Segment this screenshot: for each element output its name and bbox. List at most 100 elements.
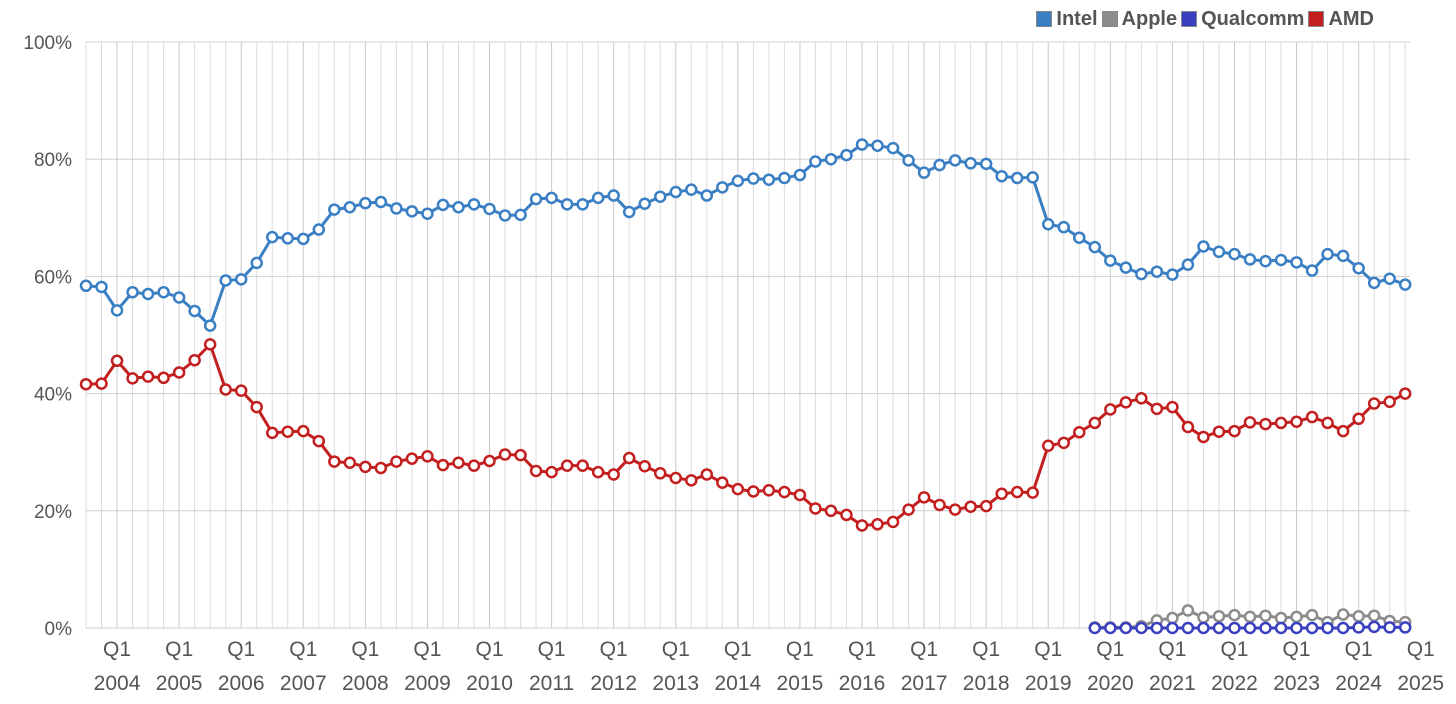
data-point-amd [607, 468, 620, 481]
data-point-intel [902, 154, 915, 167]
data-point-amd [250, 400, 263, 414]
data-point-intel [731, 174, 745, 188]
data-point-intel [529, 192, 543, 206]
x-tick-quarter-label: Q1 [1096, 638, 1124, 661]
data-point-intel [514, 208, 527, 222]
x-tick-quarter-label: Q1 [1158, 638, 1186, 661]
data-point-intel [312, 223, 326, 236]
data-point-amd [172, 366, 186, 379]
data-point-amd [685, 474, 698, 487]
series-intel [79, 138, 1412, 332]
data-point-amd [483, 454, 496, 468]
data-point-amd [390, 455, 403, 468]
data-point-intel [1305, 264, 1319, 277]
data-point-intel [219, 274, 232, 287]
legend-item-qualcomm: Qualcomm [1181, 8, 1304, 31]
data-point-amd [343, 456, 357, 469]
data-point-amd [421, 450, 434, 463]
x-tick-year-label: 2017 [901, 672, 948, 695]
data-point-qualcomm [1367, 620, 1381, 634]
data-point-intel [343, 201, 357, 214]
data-point-intel [1212, 245, 1226, 259]
data-point-apple [1274, 611, 1288, 625]
legend: Intel Apple Qualcomm AMD [1036, 6, 1374, 32]
data-point-amd [902, 503, 915, 516]
data-point-qualcomm [1166, 621, 1179, 635]
data-point-intel [188, 304, 201, 318]
x-tick-quarter-label: Q1 [1034, 638, 1062, 661]
data-point-amd [653, 467, 667, 480]
data-point-amd [855, 519, 869, 532]
data-point-intel [1057, 220, 1071, 234]
x-tick-year-label: 2013 [652, 672, 699, 695]
x-tick-year-label: 2014 [714, 672, 761, 695]
data-point-intel [1010, 171, 1024, 185]
x-tick-year-label: 2025 [1397, 672, 1444, 695]
data-point-amd [840, 508, 853, 522]
data-point-amd [809, 502, 822, 515]
data-point-intel [747, 172, 760, 185]
data-point-amd [203, 338, 217, 351]
data-point-amd [716, 476, 729, 489]
x-tick-quarter-label: Q1 [600, 638, 628, 661]
x-tick-year-label: 2022 [1211, 672, 1258, 695]
data-point-intel [778, 171, 791, 185]
data-point-intel [265, 230, 279, 244]
data-point-amd [979, 499, 993, 513]
data-point-amd [1166, 400, 1179, 414]
data-point-amd [995, 487, 1008, 501]
legend-item-amd: AMD [1308, 8, 1374, 31]
data-point-amd [188, 353, 201, 367]
data-point-apple [1336, 608, 1350, 621]
data-point-intel [979, 157, 993, 171]
data-point-qualcomm [1197, 621, 1210, 635]
data-point-intel [1166, 268, 1179, 281]
x-tick-year-label: 2011 [529, 672, 574, 695]
legend-label: Qualcomm [1201, 7, 1305, 30]
data-point-intel [964, 157, 977, 170]
legend-label: AMD [1328, 7, 1374, 30]
x-tick-quarter-label: Q1 [413, 638, 441, 661]
y-tick-label: 20% [34, 502, 72, 523]
data-point-intel [421, 207, 434, 220]
x-tick-quarter-label: Q1 [289, 638, 317, 661]
data-point-intel [886, 141, 900, 155]
data-point-intel [622, 205, 636, 219]
data-point-intel [762, 173, 776, 186]
data-point-amd [762, 484, 776, 497]
x-tick-year-label: 2021 [1149, 672, 1196, 695]
data-point-intel [1181, 258, 1195, 271]
data-point-amd [1259, 417, 1272, 431]
data-point-intel [793, 168, 807, 182]
data-point-intel [157, 285, 170, 299]
data-point-qualcomm [1305, 621, 1319, 635]
x-tick-year-label: 2004 [94, 672, 141, 695]
data-point-qualcomm [1290, 621, 1303, 635]
data-point-amd [498, 448, 512, 461]
data-point-intel [172, 291, 186, 304]
x-tick-year-label: 2010 [466, 672, 513, 695]
data-point-amd [1228, 424, 1241, 438]
x-tick-quarter-label: Q1 [724, 638, 752, 661]
data-point-qualcomm [1352, 621, 1365, 634]
data-point-intel [933, 158, 946, 172]
data-point-intel [840, 148, 853, 162]
data-point-apple [1305, 608, 1319, 622]
data-point-intel [1243, 253, 1257, 266]
data-point-amd [964, 500, 977, 513]
x-tick-quarter-label: Q1 [1220, 638, 1248, 661]
data-point-amd [731, 482, 745, 496]
data-point-intel [297, 232, 310, 246]
data-point-amd [79, 377, 93, 391]
x-tick-year-label: 2023 [1273, 672, 1320, 695]
data-point-amd [1119, 396, 1133, 409]
data-point-intel [1197, 240, 1210, 253]
data-point-amd [110, 354, 124, 368]
data-point-amd [1010, 485, 1024, 499]
data-point-amd [638, 460, 651, 473]
data-point-intel [1119, 261, 1133, 274]
data-point-amd [1290, 415, 1303, 428]
data-point-intel [234, 273, 248, 286]
data-point-amd [1274, 416, 1288, 430]
data-point-intel [1398, 278, 1412, 291]
